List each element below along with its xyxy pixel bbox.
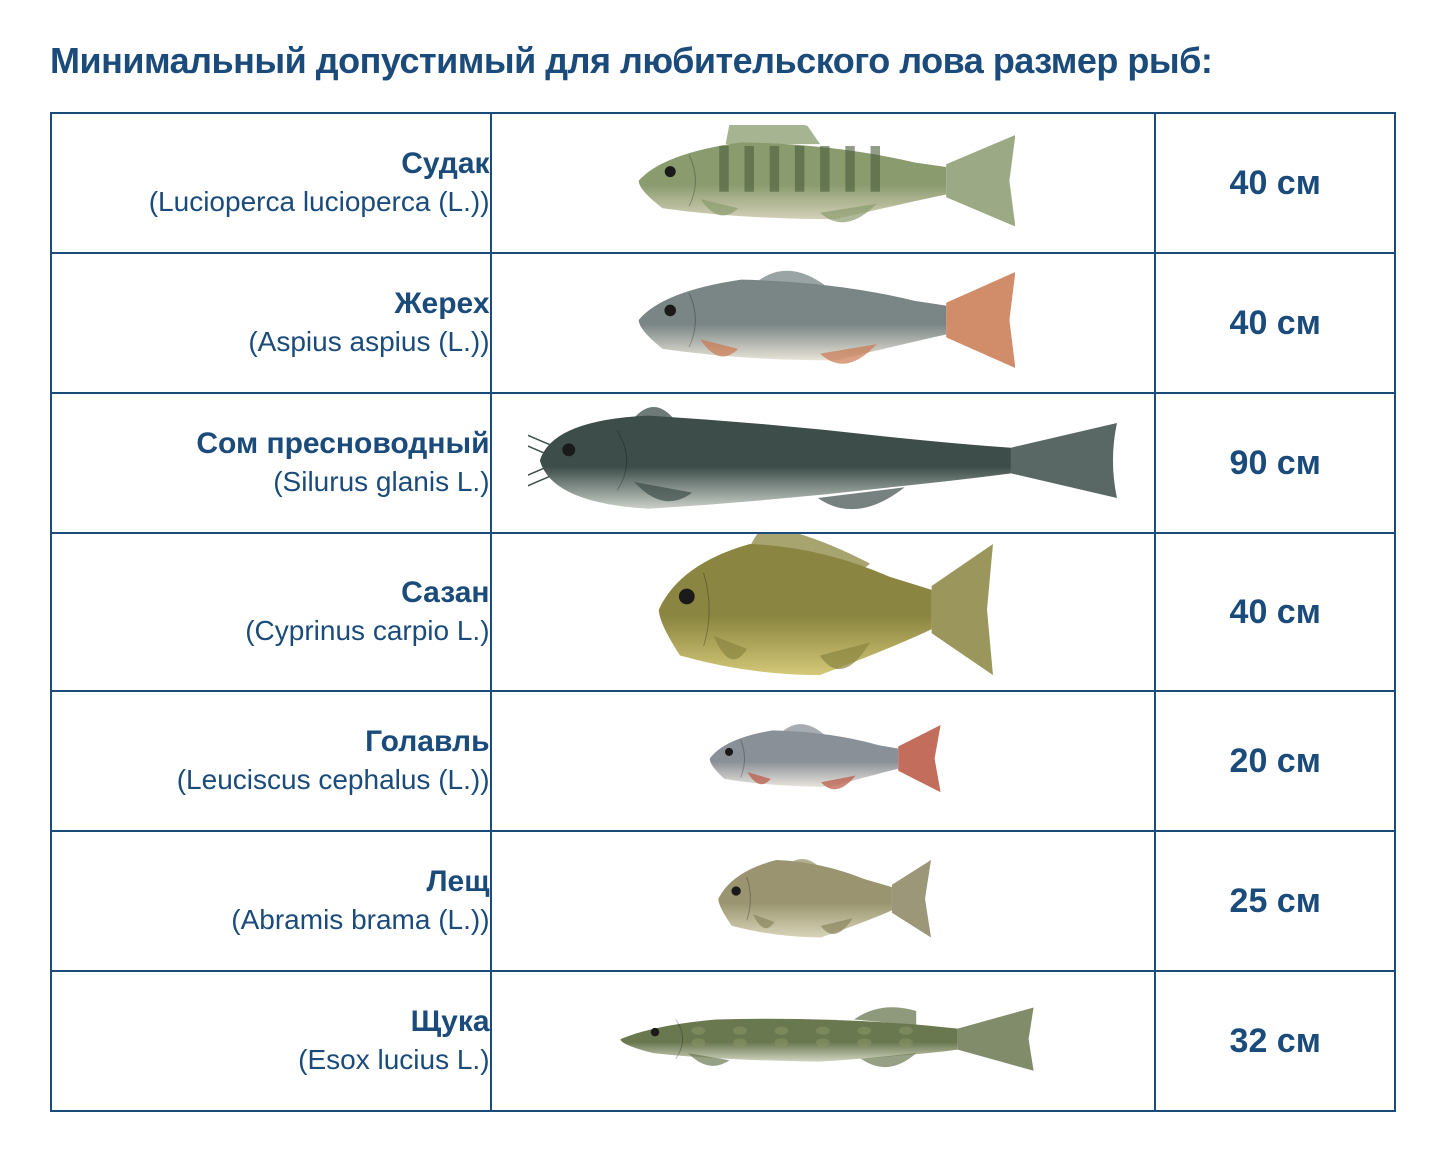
- latin-name: (Leuciscus cephalus (L.)): [52, 762, 490, 798]
- fish-illustration-cell: [491, 971, 1156, 1111]
- common-name: Сазан: [52, 575, 490, 611]
- fish-icon: [705, 715, 941, 802]
- fish-icon: [528, 397, 1117, 524]
- table-row: Сазан(Cyprinus carpio L.) 40 см: [51, 533, 1395, 691]
- table-row: Голавль(Leuciscus cephalus (L.)) 20 см: [51, 691, 1395, 831]
- common-name: Голавль: [52, 724, 490, 760]
- fish-icon: [652, 534, 993, 685]
- table-row: Судак(Lucioperca lucioperca (L.)) 40 см: [51, 113, 1395, 253]
- fish-icon: [612, 994, 1034, 1084]
- table-row: Лещ(Abramis brama (L.)) 25 см: [51, 831, 1395, 971]
- table-row: Сом пресноводный(Silurus glanis L.) 90 см: [51, 393, 1395, 533]
- fish-name-cell: Лещ(Abramis brama (L.)): [51, 831, 491, 971]
- page-title: Минимальный допустимый для любительского…: [50, 40, 1396, 82]
- fish-name-cell: Голавль(Leuciscus cephalus (L.)): [51, 691, 491, 831]
- latin-name: (Esox lucius L.): [52, 1042, 490, 1078]
- latin-name: (Cyprinus carpio L.): [52, 613, 490, 649]
- min-size-cell: 20 см: [1155, 691, 1395, 831]
- min-size-cell: 90 см: [1155, 393, 1395, 533]
- latin-name: (Lucioperca lucioperca (L.)): [52, 184, 490, 220]
- latin-name: (Abramis brama (L.)): [52, 902, 490, 938]
- fish-illustration-cell: [491, 113, 1156, 253]
- common-name: Жерех: [52, 286, 490, 322]
- min-size-cell: 32 см: [1155, 971, 1395, 1111]
- common-name: Судак: [52, 146, 490, 182]
- common-name: Щука: [52, 1004, 490, 1040]
- table-row: Жерех(Aspius aspius (L.)) 40 см: [51, 253, 1395, 393]
- fish-illustration-cell: [491, 691, 1156, 831]
- common-name: Сом пресноводный: [52, 426, 490, 462]
- fish-name-cell: Сазан(Cyprinus carpio L.): [51, 533, 491, 691]
- fish-name-cell: Судак(Lucioperca lucioperca (L.)): [51, 113, 491, 253]
- fish-icon: [714, 850, 931, 948]
- fish-icon: [631, 262, 1015, 378]
- fish-illustration-cell: [491, 253, 1156, 393]
- fish-illustration-cell: [491, 533, 1156, 691]
- min-size-cell: 40 см: [1155, 113, 1395, 253]
- fish-name-cell: Сом пресноводный(Silurus glanis L.): [51, 393, 491, 533]
- latin-name: (Silurus glanis L.): [52, 464, 490, 500]
- fish-illustration-cell: [491, 393, 1156, 533]
- fish-illustration-cell: [491, 831, 1156, 971]
- fish-size-table: Судак(Lucioperca lucioperca (L.))40 смЖе…: [50, 112, 1396, 1112]
- fish-icon: [631, 125, 1015, 237]
- min-size-cell: 25 см: [1155, 831, 1395, 971]
- fish-name-cell: Щука(Esox lucius L.): [51, 971, 491, 1111]
- latin-name: (Aspius aspius (L.)): [52, 324, 490, 360]
- table-row: Щука(Esox lucius L.) 32 см: [51, 971, 1395, 1111]
- fish-name-cell: Жерех(Aspius aspius (L.)): [51, 253, 491, 393]
- min-size-cell: 40 см: [1155, 253, 1395, 393]
- common-name: Лещ: [52, 864, 490, 900]
- min-size-cell: 40 см: [1155, 533, 1395, 691]
